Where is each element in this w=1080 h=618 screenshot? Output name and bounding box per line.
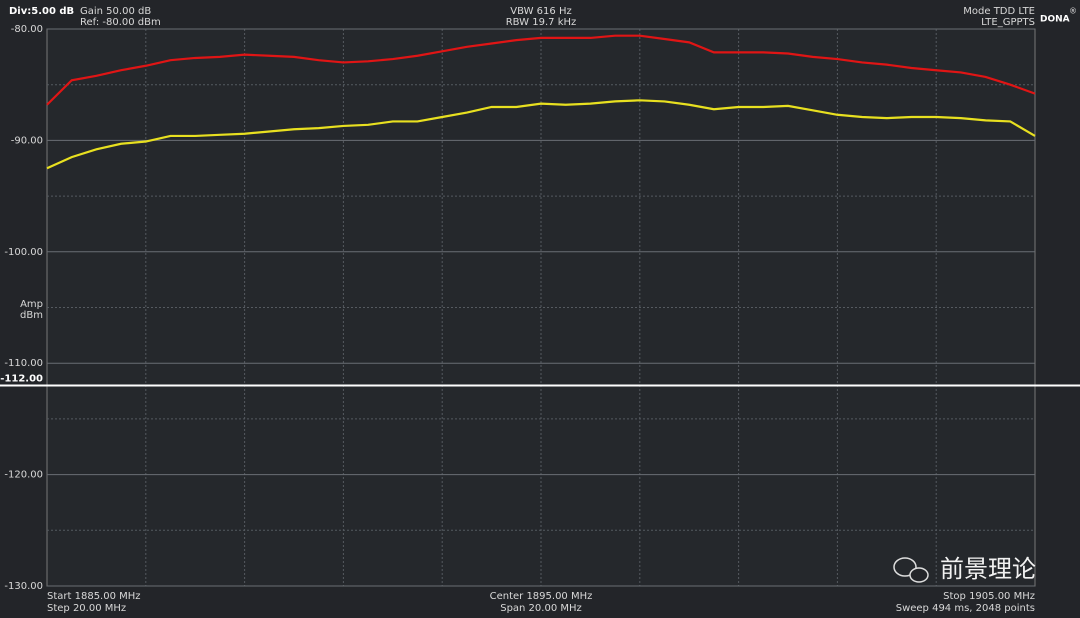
ref-label: Ref: -80.00 dBm [80,17,161,28]
stop-label: Stop 1905.00 MHz [943,591,1035,602]
y-tick-label: -110.00 [4,358,43,369]
y-tick-label: -90.00 [11,135,43,146]
div-label: Div:5.00 dB [9,6,74,17]
y-tick-label: -120.00 [4,470,43,481]
standard-label: LTE_GPPTS [981,17,1035,28]
watermark-icon [893,557,929,583]
step-label: Step 20.00 MHz [47,603,126,614]
center-label: Center 1895.00 MHz [490,591,593,602]
rbw-label: RBW 19.7 kHz [506,17,577,28]
logo: DONA [1040,15,1070,25]
y-label: Amp [20,299,43,310]
sweep-label: Sweep 494 ms, 2048 points [896,603,1035,614]
y-tick-label: -80.00 [11,24,43,35]
gain-label: Gain 50.00 dB [80,6,151,17]
logo-mark: ® [1069,7,1077,16]
y-tick-label: -100.00 [4,247,43,258]
vbw-label: VBW 616 Hz [510,6,571,17]
reference-label: -112.00 [0,373,43,384]
start-label: Start 1885.00 MHz [47,591,141,602]
y-label: dBm [20,310,43,321]
mode-label: Mode TDD LTE [963,6,1035,17]
span-label: Span 20.00 MHz [500,603,582,614]
y-tick-label: -130.00 [4,581,43,592]
trace [46,34,1036,106]
trace [46,99,1036,170]
watermark: 前景理论 [940,555,1036,583]
